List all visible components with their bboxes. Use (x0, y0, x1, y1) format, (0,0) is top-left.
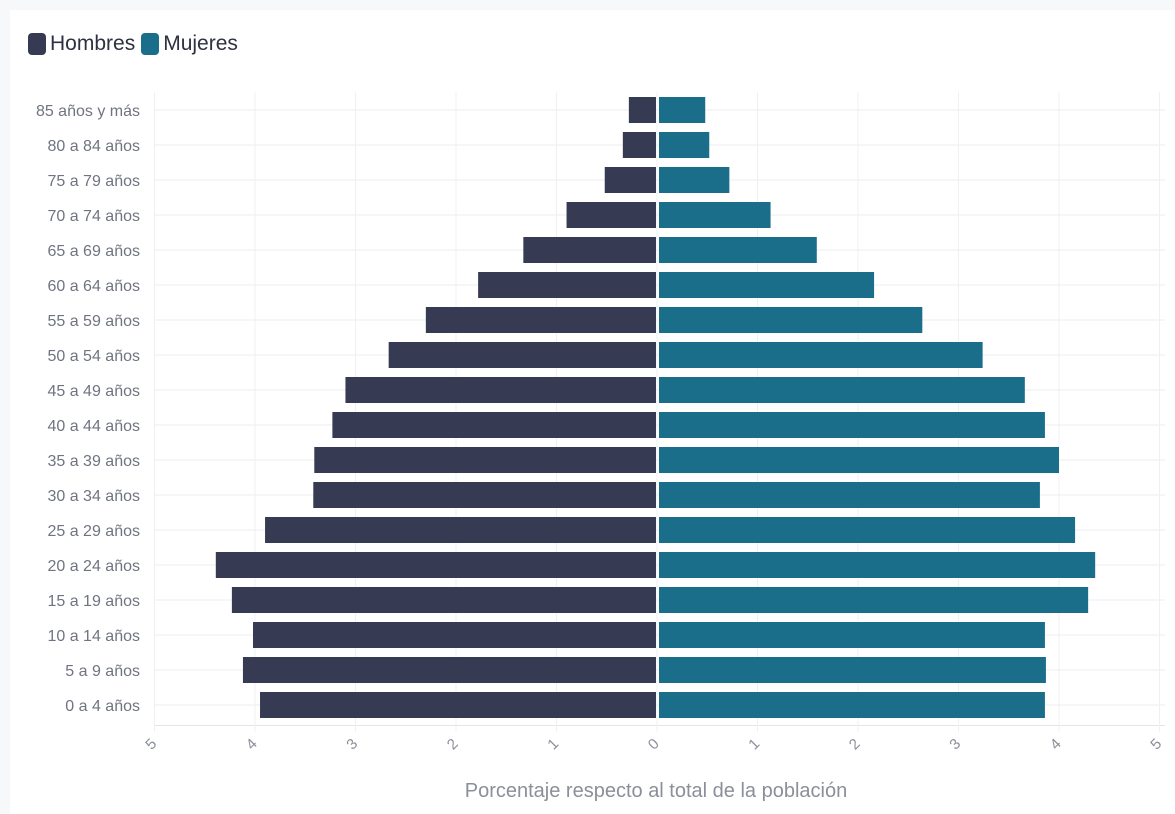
x-tick-label: 5 (1147, 735, 1165, 753)
bar-hombres[interactable] (260, 692, 656, 718)
bar-hombres[interactable] (345, 377, 656, 403)
x-tick-label: 0 (645, 735, 663, 753)
bar-mujeres[interactable] (659, 517, 1076, 543)
bar-hombres[interactable] (332, 412, 656, 438)
bar-hombres[interactable] (622, 132, 656, 158)
y-tick-label: 85 años y más (36, 103, 140, 120)
y-tick-label: 25 a 29 años (47, 523, 140, 540)
x-axis-labels: 5 4 3 2 1 0 1 2 3 4 5 (142, 735, 1165, 753)
y-tick-label: 60 a 64 años (47, 278, 140, 295)
bar-hombres[interactable] (604, 167, 656, 193)
bar-hombres[interactable] (566, 202, 656, 228)
x-tick-label: 2 (846, 735, 864, 753)
x-tick-label: 3 (946, 735, 964, 753)
bars (215, 97, 1096, 718)
legend: Hombres Mujeres (28, 32, 244, 56)
bar-mujeres[interactable] (659, 202, 771, 228)
bar-mujeres[interactable] (659, 587, 1089, 613)
bar-mujeres[interactable] (659, 377, 1025, 403)
bar-mujeres[interactable] (659, 132, 710, 158)
bar-mujeres[interactable] (659, 482, 1040, 508)
y-tick-label: 15 a 19 años (47, 593, 140, 610)
y-tick-label: 45 a 49 años (47, 383, 140, 400)
bar-mujeres[interactable] (659, 412, 1045, 438)
bar-hombres[interactable] (425, 307, 656, 333)
legend-label-hombres: Hombres (50, 32, 136, 55)
bar-hombres[interactable] (265, 517, 656, 543)
y-tick-label: 70 a 74 años (47, 208, 140, 225)
x-tick-label: 3 (343, 735, 361, 753)
y-tick-label: 30 a 34 años (47, 488, 140, 505)
legend-item-mujeres[interactable]: Mujeres (141, 32, 238, 56)
y-tick-label: 75 a 79 años (47, 173, 140, 190)
bar-mujeres[interactable] (659, 167, 730, 193)
legend-label-mujeres: Mujeres (163, 32, 238, 55)
y-tick-label: 50 a 54 años (47, 348, 140, 365)
legend-swatch-hombres (28, 33, 46, 55)
bar-mujeres[interactable] (659, 657, 1046, 683)
bar-hombres[interactable] (242, 657, 656, 683)
y-tick-label: 55 a 59 años (47, 313, 140, 330)
x-axis-title: Porcentaje respecto al total de la pobla… (465, 780, 847, 802)
bar-mujeres[interactable] (659, 692, 1045, 718)
bar-mujeres[interactable] (659, 237, 817, 263)
y-tick-label: 35 a 39 años (47, 453, 140, 470)
x-tick-label: 4 (243, 735, 261, 753)
bar-hombres[interactable] (628, 97, 656, 123)
legend-item-hombres[interactable]: Hombres (28, 32, 135, 56)
legend-swatch-mujeres (141, 33, 160, 55)
bar-mujeres[interactable] (659, 97, 706, 123)
bar-mujeres[interactable] (659, 272, 875, 298)
bar-hombres[interactable] (314, 447, 656, 473)
y-tick-label: 5 a 9 años (65, 663, 140, 680)
bar-hombres[interactable] (313, 482, 656, 508)
y-tick-label: 65 a 69 años (47, 243, 140, 260)
y-tick-label: 40 a 44 años (47, 418, 140, 435)
y-tick-label: 0 a 4 años (65, 698, 140, 715)
x-tick-label: 1 (544, 735, 562, 753)
y-axis-labels: 85 años y más 80 a 84 años 75 a 79 años 70 … (36, 103, 140, 715)
bar-mujeres[interactable] (659, 552, 1096, 578)
bar-hombres[interactable] (478, 272, 656, 298)
y-tick-label: 80 a 84 años (47, 138, 140, 155)
bar-hombres[interactable] (252, 622, 657, 648)
bar-hombres[interactable] (523, 237, 656, 263)
bar-mujeres[interactable] (659, 622, 1045, 648)
y-tick-label: 20 a 24 años (47, 558, 140, 575)
x-tick-label: 2 (444, 735, 462, 753)
x-tick-label: 4 (1047, 735, 1065, 753)
bar-hombres[interactable] (215, 552, 656, 578)
bar-mujeres[interactable] (659, 342, 983, 368)
x-tick-label: 5 (142, 735, 160, 753)
bar-mujeres[interactable] (659, 447, 1059, 473)
bar-mujeres[interactable] (659, 307, 923, 333)
bar-hombres[interactable] (388, 342, 656, 368)
x-tick-label: 1 (745, 735, 763, 753)
y-tick-label: 10 a 14 años (47, 628, 140, 645)
bar-hombres[interactable] (231, 587, 656, 613)
